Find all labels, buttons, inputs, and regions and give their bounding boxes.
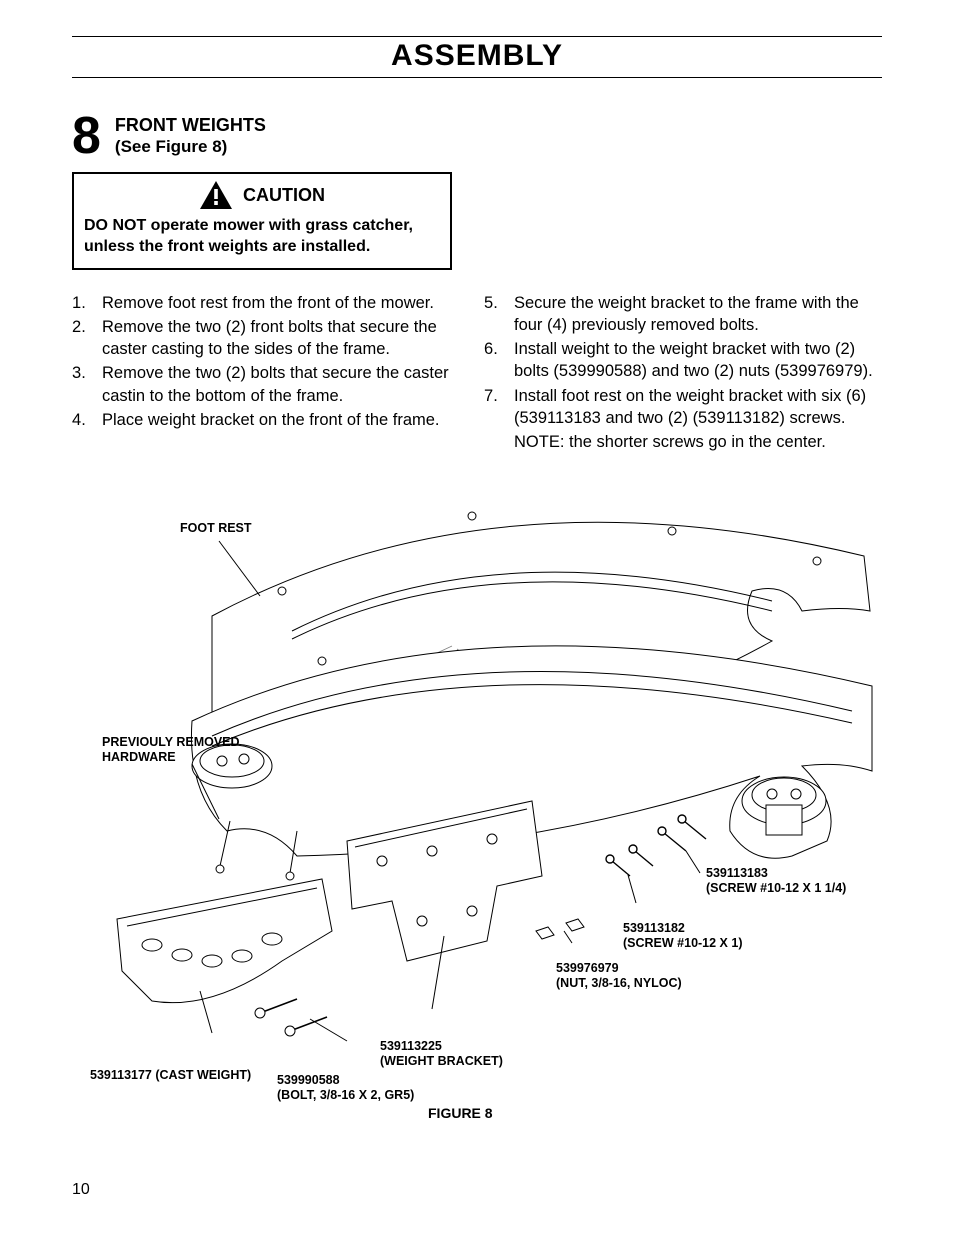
step-title-line2: (See Figure 8): [115, 137, 266, 157]
caution-label: CAUTION: [243, 185, 325, 206]
label-prev-hw-2: HARDWARE: [102, 750, 176, 766]
page-number: 10: [72, 1181, 90, 1199]
rule-bottom: [72, 77, 882, 78]
rule-top: [72, 36, 882, 37]
label-prev-hw-1: PREVIOULY REMOVED: [102, 735, 240, 751]
instruction-step: Remove foot rest from the front of the m…: [72, 292, 470, 314]
caution-header: CAUTION: [84, 180, 440, 210]
instruction-step: Place weight bracket on the front of the…: [72, 409, 470, 431]
instruction-step: Remove the two (2) bolts that secure the…: [72, 362, 470, 407]
label-976979-2: (NUT, 3/8-16, NYLOC): [556, 976, 682, 992]
label-113225-2: (WEIGHT BRACKET): [380, 1054, 503, 1070]
right-column: Secure the weight bracket to the frame w…: [484, 292, 882, 454]
label-990588-2: (BOLT, 3/8-16 X 2, GR5): [277, 1088, 414, 1104]
figure-svg: [72, 461, 882, 1121]
steps-list-left: Remove foot rest from the front of the m…: [72, 292, 470, 432]
label-990588-1: 539990588: [277, 1073, 340, 1089]
step-number: 8: [72, 110, 101, 162]
caution-text: DO NOT operate mower with grass catcher,…: [84, 216, 440, 258]
label-113177: 539113177 (CAST WEIGHT): [90, 1068, 251, 1084]
label-976979-1: 539976979: [556, 961, 619, 977]
instruction-step: Secure the weight bracket to the frame w…: [484, 292, 882, 337]
label-113182-2: (SCREW #10-12 X 1): [623, 936, 742, 952]
step-title-line1: FRONT WEIGHTS: [115, 115, 266, 137]
warning-triangle-icon: [199, 180, 233, 210]
figure-8: FOOT REST PREVIOULY REMOVED HARDWARE 539…: [72, 461, 882, 1121]
page-title: ASSEMBLY: [72, 39, 882, 77]
left-column: Remove foot rest from the front of the m…: [72, 292, 470, 454]
steps-list-right: Secure the weight bracket to the frame w…: [484, 292, 882, 430]
label-113183-1: 539113183: [706, 866, 768, 882]
instruction-step: Install weight to the weight bracket wit…: [484, 338, 882, 383]
figure-caption: FIGURE 8: [428, 1105, 493, 1121]
instruction-step: Remove the two (2) front bolts that secu…: [72, 316, 470, 361]
instruction-columns: Remove foot rest from the front of the m…: [72, 292, 882, 454]
label-113225-1: 539113225: [380, 1039, 442, 1055]
step-title-block: FRONT WEIGHTS (See Figure 8): [115, 115, 266, 157]
caution-box: CAUTION DO NOT operate mower with grass …: [72, 172, 452, 270]
label-113183-2: (SCREW #10-12 X 1 1/4): [706, 881, 846, 897]
label-113182-1: 539113182: [623, 921, 685, 937]
note-line: NOTE: the shorter screws go in the cente…: [484, 431, 882, 453]
step-header: 8 FRONT WEIGHTS (See Figure 8): [72, 110, 882, 162]
label-foot-rest: FOOT REST: [180, 521, 252, 537]
instruction-step: Install foot rest on the weight bracket …: [484, 385, 882, 430]
